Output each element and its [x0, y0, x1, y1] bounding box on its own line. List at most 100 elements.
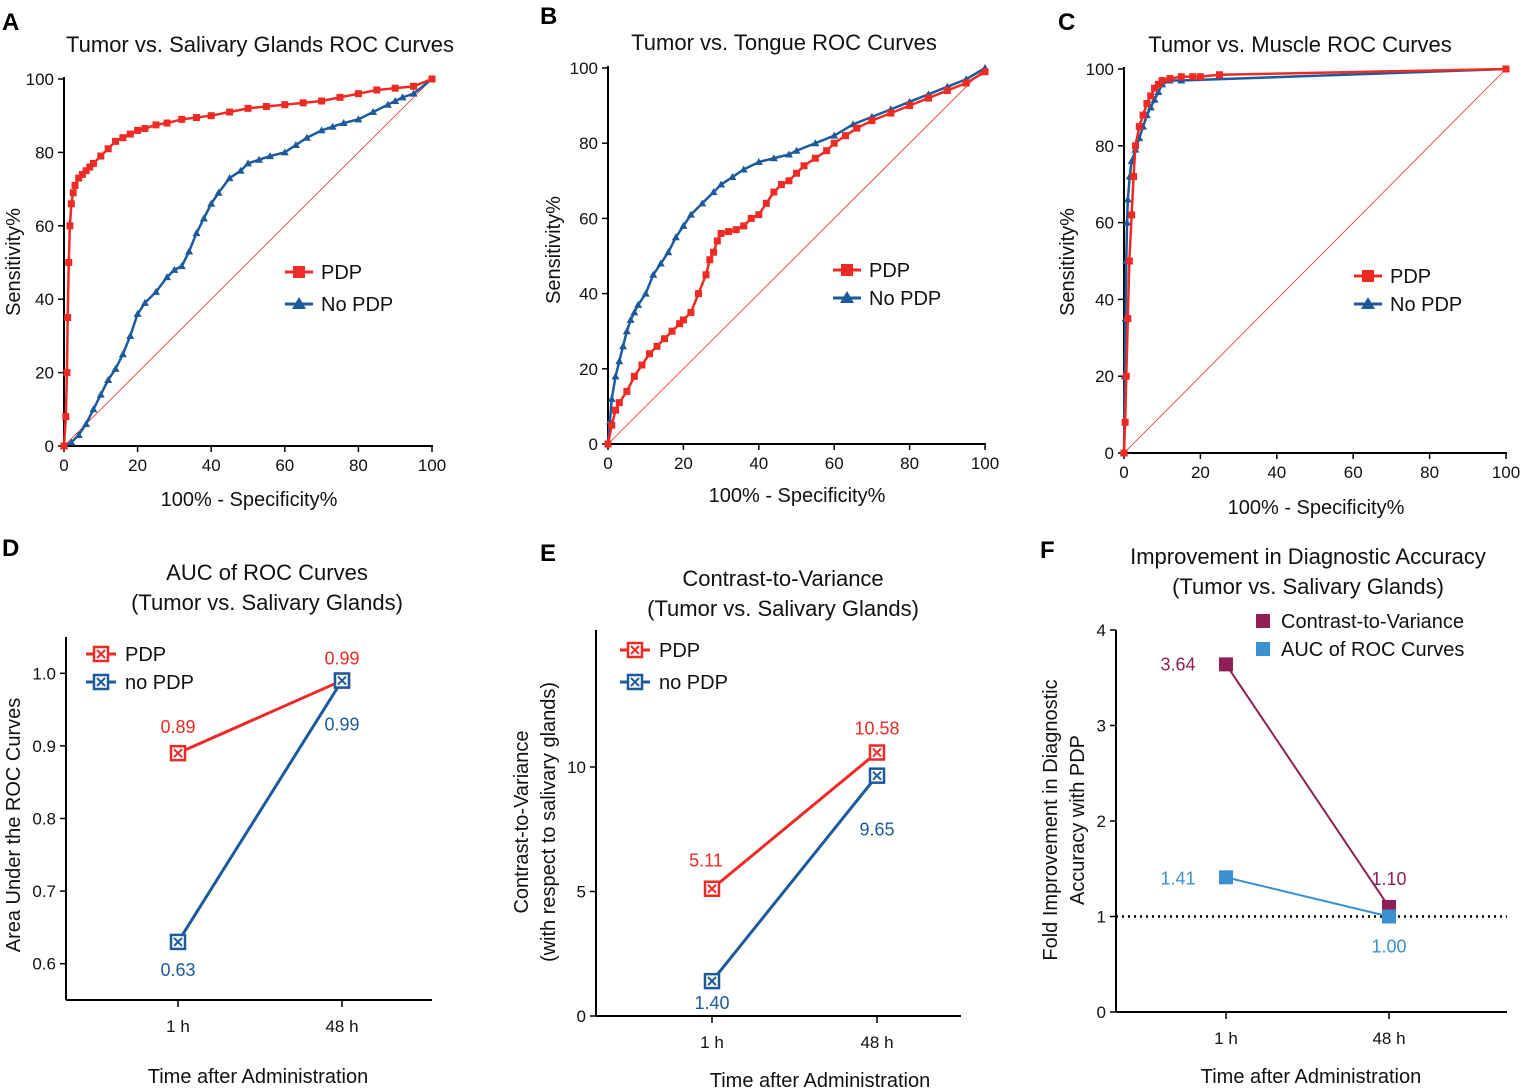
- data-point-nopdp: [671, 233, 680, 241]
- data-point-nopdp: [266, 152, 275, 160]
- legend-marker-pdp: [841, 264, 853, 276]
- data-label: 9.65: [859, 820, 894, 840]
- series-line-0: [1225, 663, 1390, 908]
- data-point: [1219, 870, 1233, 885]
- data-point-pdp: [1147, 92, 1155, 100]
- data-point-pdp: [373, 86, 381, 94]
- data-point-pdp: [134, 126, 142, 134]
- y-tick-label: 100: [1086, 60, 1114, 79]
- data-point-pdp: [713, 237, 721, 245]
- data-point-nopdp: [255, 155, 264, 163]
- data-point-nopdp: [199, 214, 208, 222]
- x-tick-label: 100: [971, 454, 999, 473]
- data-point-pdp: [207, 112, 215, 120]
- data-point-pdp: [645, 350, 653, 358]
- data-point-nopdp: [622, 327, 631, 335]
- panel-a: A Tumor vs. Salivary Glands ROC Curves 0…: [2, 9, 454, 511]
- legend-marker-pdp-cross: [96, 649, 106, 659]
- x-tick-label: 48 h: [325, 1017, 358, 1036]
- data-point-nopdp: [664, 248, 673, 256]
- data-point-pdp: [604, 440, 612, 448]
- y-tick-label: 80: [1095, 137, 1114, 156]
- x-tick-label: 1 h: [1214, 1029, 1238, 1048]
- y-tick-label: 0: [45, 437, 54, 456]
- data-point-nopdp: [328, 122, 337, 130]
- data-point-pdp: [1135, 123, 1143, 131]
- panel-b-plot: 0 20 40 60 80 100 0 20 40 60 80 100: [570, 59, 1000, 473]
- data-point-cross: [707, 976, 717, 986]
- panel-e-plot: 0 5 10 1 h 48 h 5.11 10.58 1.40 9.65: [567, 630, 961, 1052]
- panel-d-title-line1: AUC of ROC Curves: [166, 560, 368, 585]
- data-point-pdp: [830, 139, 838, 147]
- x-tick-label: 100: [1492, 463, 1520, 482]
- data-point-pdp: [962, 79, 970, 87]
- data-point-nopdp: [391, 97, 400, 105]
- data-point-nopdp: [152, 287, 160, 295]
- x-tick-label: 80: [349, 456, 368, 475]
- data-point-cross: [173, 937, 183, 947]
- data-point-pdp: [725, 228, 733, 236]
- data-point-pdp: [318, 97, 326, 105]
- data-point-nopdp: [192, 229, 201, 237]
- y-tick-label: 10: [567, 758, 586, 777]
- data-label: 0.99: [324, 715, 359, 735]
- panel-letter-f: F: [1040, 537, 1055, 564]
- data-point-nopdp: [607, 394, 616, 402]
- panel-c-title: Tumor vs. Muscle ROC Curves: [1148, 32, 1452, 57]
- data-point-pdp: [262, 103, 270, 111]
- data-point-nopdp: [769, 154, 778, 162]
- data-point: [1219, 657, 1233, 672]
- y-tick-label: 100: [26, 70, 54, 89]
- panel-c-ylabel: Sensitivity%: [1057, 208, 1079, 316]
- data-point-nopdp: [369, 108, 378, 116]
- y-tick-label: 60: [579, 209, 598, 228]
- data-point-nopdp: [792, 146, 801, 154]
- data-point-nopdp: [339, 119, 348, 127]
- y-tick-label: 40: [579, 285, 598, 304]
- y-tick-label: 20: [579, 360, 598, 379]
- data-label: 1.41: [1160, 868, 1195, 888]
- data-point-pdp: [793, 169, 800, 177]
- data-point-pdp: [104, 145, 112, 153]
- legend-marker-nopdp: [292, 297, 306, 309]
- data-point-nopdp: [302, 133, 311, 141]
- data-point-nopdp: [717, 180, 726, 188]
- data-point-nopdp: [140, 298, 149, 306]
- data-point-pdp: [1143, 100, 1151, 108]
- legend-marker-pdp: [293, 266, 305, 278]
- data-point-pdp: [299, 99, 307, 107]
- data-point-pdp: [676, 320, 684, 328]
- panel-letter-e: E: [540, 540, 556, 567]
- y-tick-label: 0.8: [32, 810, 56, 829]
- data-label: 0.89: [160, 717, 195, 737]
- panel-f-legend-auc: AUC of ROC Curves: [1281, 639, 1464, 661]
- panel-e-title-line2: (Tumor vs. Salivary Glands): [647, 596, 919, 621]
- y-tick-label: 40: [1095, 290, 1114, 309]
- x-tick-label: 80: [900, 454, 919, 473]
- data-point-nopdp: [686, 210, 695, 218]
- diagonal-reference-line: [607, 67, 986, 445]
- x-tick-label: 60: [275, 456, 294, 475]
- data-point-pdp: [86, 163, 94, 171]
- data-point-pdp: [1121, 418, 1129, 426]
- data-point-pdp: [868, 117, 876, 125]
- panel-c-plot: 0 20 40 60 80 100 0 20 40 60 80 100: [1086, 60, 1521, 482]
- series-line-1: [176, 679, 344, 943]
- legend-marker-pdp: [1362, 270, 1374, 282]
- data-point-pdp: [69, 189, 77, 197]
- data-point-nopdp: [126, 331, 135, 339]
- data-point-pdp: [1189, 73, 1197, 81]
- panel-e-xlabel: Time after Administration: [710, 1070, 930, 1090]
- data-point-pdp: [842, 132, 850, 140]
- data-point-nopdp: [82, 419, 91, 427]
- x-tick-label: 48 h: [1372, 1029, 1405, 1048]
- series-line-0: [177, 679, 343, 755]
- panel-d-legend-pdp: PDP: [125, 644, 166, 666]
- legend-marker-auc: [1256, 642, 1270, 656]
- y-tick-label: 3: [1097, 717, 1106, 736]
- data-point-nopdp: [74, 430, 83, 438]
- y-tick-label: 5: [577, 882, 586, 901]
- y-tick-label: 40: [35, 290, 54, 309]
- data-point-nopdp: [383, 100, 392, 108]
- data-label: 0.63: [160, 960, 195, 980]
